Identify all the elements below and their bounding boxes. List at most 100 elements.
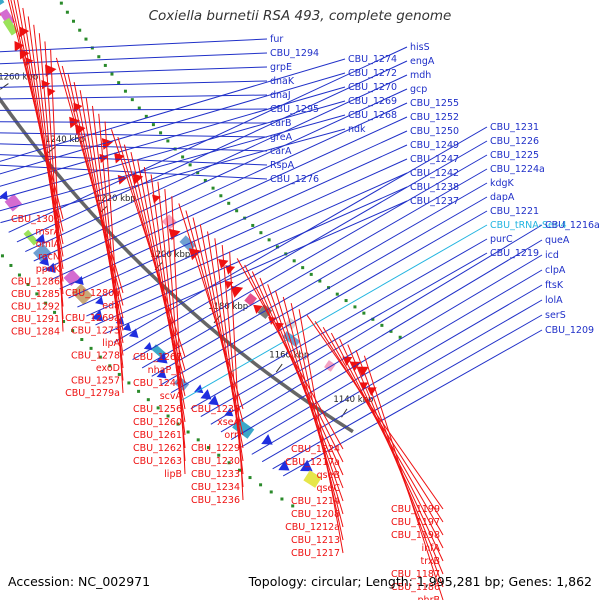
gc-dot	[275, 245, 279, 249]
tick-label: 1200 kbp	[150, 250, 190, 260]
reverse-label-leader	[104, 121, 124, 394]
forward-gene-label: CBU_1274	[348, 54, 397, 65]
reverse-gene-label: CBU_1239	[191, 404, 240, 415]
forward-gene-label: CBU_1294	[270, 48, 319, 59]
reverse-label-leader	[282, 296, 344, 528]
reverse-label-leader	[117, 136, 186, 371]
forward-gene-arrow	[230, 285, 244, 298]
gc-dot	[280, 497, 284, 501]
reverse-gene-label: lipA	[102, 338, 120, 349]
forward-gene-label: engA	[410, 56, 435, 67]
gc-dot	[217, 453, 221, 457]
gc-dot	[291, 504, 295, 508]
forward-gene-label: queA	[545, 235, 570, 246]
reverse-label-leader	[355, 350, 444, 588]
forward-label-leader	[59, 130, 408, 290]
gc-dot	[259, 483, 263, 487]
reverse-gene-label: CBU_1260	[133, 417, 182, 428]
reverse-label-leader	[171, 196, 186, 475]
gc-dot	[137, 389, 141, 393]
forward-gene-label: CBU_1224a	[490, 164, 545, 175]
reverse-gene-label: CBU_1229	[191, 443, 240, 454]
forward-label-leader	[0, 108, 268, 111]
reverse-gene-label: CBU_1199	[391, 504, 440, 515]
gc-dot	[292, 259, 296, 263]
reverse-gene-label: CBU_1286	[11, 277, 60, 288]
forward-gene-label: CBU_1221	[490, 206, 539, 217]
reverse-gene-arrow	[224, 407, 234, 417]
reverse-gene-label: CBU_1256	[133, 404, 182, 415]
reverse-gene-label: CBU_1198	[391, 530, 440, 541]
reverse-label-leader	[13, 0, 64, 245]
forward-label-leader	[190, 238, 488, 410]
feature-block	[63, 269, 81, 287]
reverse-gene-label: CBU_1285	[11, 289, 60, 300]
forward-gene-label: RspA	[270, 160, 295, 171]
reverse-gene-label: CBU_1284	[11, 327, 60, 338]
tick-label: 1260 kbp	[0, 73, 38, 83]
gc-dot	[206, 446, 210, 450]
reverse-gene-label: nhaP_1	[148, 365, 182, 376]
reverse-gene-label: CBU_1217a	[285, 457, 340, 468]
forward-gene-arrow	[114, 152, 125, 164]
gc-dot	[269, 490, 273, 494]
gc-dot	[166, 139, 170, 143]
forward-gene-label: carB	[270, 118, 291, 129]
gc-dot	[137, 106, 141, 110]
reverse-gene-label: CBU_1234	[191, 482, 240, 493]
gc-dot	[127, 381, 131, 385]
forward-gene-arrow	[47, 87, 56, 97]
gc-dot	[211, 186, 215, 190]
gc-dot	[344, 299, 348, 303]
gc-dot	[108, 364, 112, 368]
forward-label-leader	[33, 88, 408, 262]
figure-title: Coxiella burnetii RSA 493, complete geno…	[148, 8, 452, 24]
forward-label-leader	[0, 66, 268, 77]
gc-dot	[219, 194, 223, 198]
tick-mark	[275, 363, 283, 373]
forward-gene-arrow	[14, 41, 25, 52]
gc-dot	[301, 266, 305, 270]
forward-gene-label: fur	[270, 34, 283, 45]
forward-label-leader	[170, 210, 488, 394]
gc-dot	[227, 461, 231, 465]
reverse-label-leader	[229, 251, 244, 501]
forward-gene-arrow	[19, 26, 30, 38]
gc-dot	[17, 273, 21, 277]
reverse-gene-label: qseB	[317, 470, 340, 481]
forward-label-leader	[50, 116, 408, 281]
gc-dot	[59, 1, 63, 5]
forward-label-leader	[68, 144, 408, 299]
gc-dot	[62, 320, 66, 324]
reverse-gene-label: eda	[102, 301, 120, 312]
forward-label-leader	[16, 60, 408, 243]
gc-dot	[9, 263, 13, 267]
reverse-label-leader	[61, 65, 124, 306]
tick-label: 1140 kbp	[333, 395, 373, 405]
reverse-gene-arrow	[299, 459, 313, 472]
reverse-gene-label: orn	[224, 430, 240, 441]
forward-gene-label: icd	[545, 250, 559, 261]
reverse-label-leader	[164, 189, 186, 462]
reverse-label-leader	[192, 217, 244, 436]
forward-label-leader	[0, 143, 268, 152]
reverse-label-leader	[50, 49, 64, 332]
gc-dot	[84, 37, 88, 41]
reverse-label-leader	[290, 303, 344, 541]
tick-mark	[0, 83, 9, 90]
reverse-label-leader	[322, 326, 444, 536]
forward-gene-label: CBU_1231	[490, 122, 539, 133]
reverse-gene-arrow	[156, 368, 167, 379]
reverse-gene-label: phrB	[418, 595, 440, 600]
reverse-gene-arrow	[91, 309, 104, 322]
forward-label-leader	[230, 254, 543, 440]
reverse-gene-label: CBU_1230	[191, 456, 240, 467]
reverse-gene-label: CBU_1263	[133, 456, 182, 467]
reverse-gene-label: CBU_1267	[133, 352, 182, 363]
reverse-gene-label: recN	[38, 252, 60, 263]
forward-gene-label: greA	[270, 132, 293, 143]
gc-dot	[151, 123, 155, 127]
forward-gene-label: CBU_1247	[410, 154, 459, 165]
